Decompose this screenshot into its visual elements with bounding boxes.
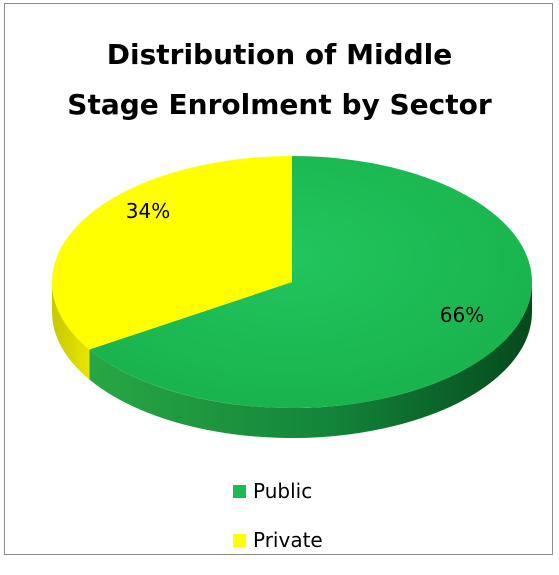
legend-swatch-public xyxy=(233,484,246,498)
legend-item-public: Public xyxy=(233,477,323,505)
chart-title-line-2: Stage Enrolment by Sector xyxy=(67,88,492,121)
data-label-public: 66% xyxy=(440,303,484,327)
legend-label-private: Private xyxy=(253,528,323,552)
chart-legend: Public Private xyxy=(233,477,323,575)
legend-label-public: Public xyxy=(253,479,313,503)
data-label-private: 34% xyxy=(126,199,170,223)
legend-item-private: Private xyxy=(233,526,323,554)
pie-slice-public xyxy=(89,156,532,409)
chart-title-line-1: Distribution of Middle xyxy=(106,38,453,71)
chart-title: Distribution of Middle Stage Enrolment b… xyxy=(0,30,559,130)
pie-chart: 66% 34% xyxy=(51,156,532,439)
pie-side-private xyxy=(52,282,90,380)
legend-swatch-private xyxy=(233,533,246,547)
pie-slice-private xyxy=(51,156,293,350)
pie-side-public xyxy=(89,282,532,439)
